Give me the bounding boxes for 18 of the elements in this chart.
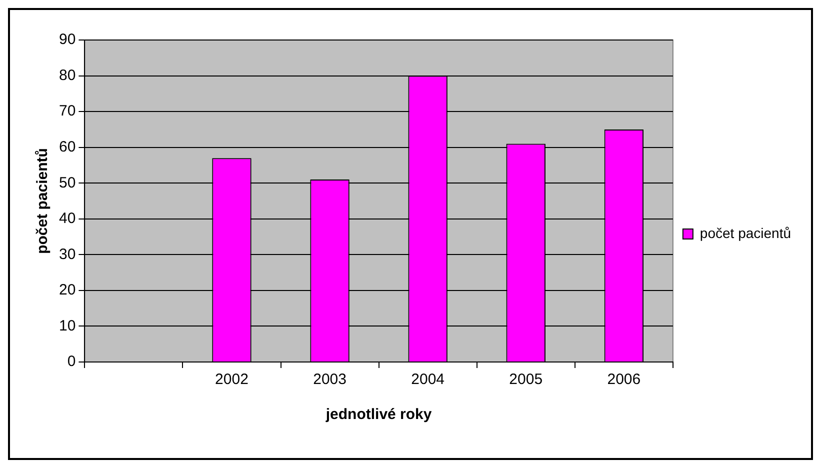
y-tick-label: 20 <box>58 282 76 299</box>
x-axis-title: jednotlivé roky <box>324 406 432 424</box>
x-tick-label: 2004 <box>411 371 445 388</box>
y-tick-label: 50 <box>58 174 76 192</box>
y-tick-label: 40 <box>58 210 76 228</box>
x-tick-label: 2003 <box>313 371 346 388</box>
y-tick-label: 30 <box>58 246 76 263</box>
y-tick-label: 90 <box>58 31 76 48</box>
y-tick-label: 10 <box>58 317 76 334</box>
x-tick-label: 2005 <box>509 371 543 388</box>
y-tick-label: 70 <box>58 102 76 120</box>
y-tick-label: 80 <box>58 66 76 84</box>
y-axis-title: počet pacientů <box>34 148 52 254</box>
y-tick-label: 0 <box>67 353 76 370</box>
x-tick-label: 2006 <box>607 371 641 388</box>
x-tick-label: 2002 <box>215 371 248 388</box>
y-tick-label: 60 <box>58 138 76 156</box>
legend-label: počet pacientů <box>700 224 792 241</box>
